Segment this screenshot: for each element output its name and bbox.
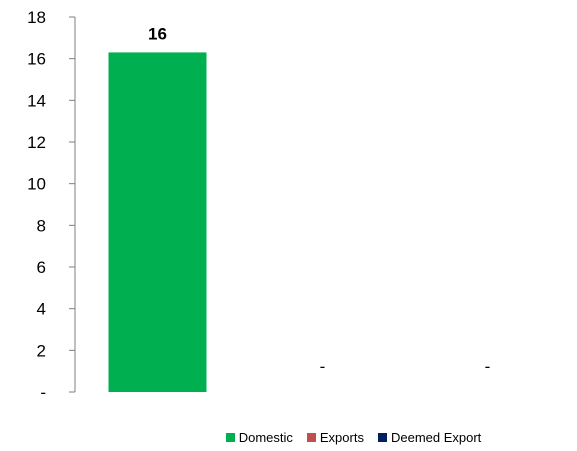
y-tick-label: 14 — [27, 91, 46, 110]
legend-label-deemed-export: Deemed Export — [390, 430, 482, 445]
y-tick-label: 8 — [37, 216, 46, 235]
y-axis: - 2 4 6 8 10 12 14 16 18 — [27, 8, 76, 402]
bar-domestic — [108, 52, 207, 393]
legend-item-domestic: Domestic — [225, 430, 293, 445]
y-tick-label: 4 — [37, 300, 46, 319]
y-tick-label: - — [40, 383, 46, 402]
legend-swatch-exports — [306, 433, 316, 442]
data-labels: 16 - - — [148, 24, 490, 376]
data-label-deemed-export: - — [485, 357, 491, 376]
y-tick-label: 10 — [27, 175, 46, 194]
legend: Domestic Exports Deemed Export — [65, 430, 577, 445]
legend-swatch-deemed-export — [377, 433, 387, 442]
bars — [108, 52, 207, 393]
data-label-domestic: 16 — [148, 24, 167, 43]
legend-swatch-domestic — [225, 433, 235, 442]
legend-item-exports: Exports — [306, 430, 364, 445]
legend-label-exports: Exports — [319, 430, 364, 445]
y-tick-label: 12 — [27, 133, 46, 152]
legend-item-deemed-export: Deemed Export — [377, 430, 482, 445]
y-tick-label: 2 — [37, 341, 46, 360]
y-tick-label: 6 — [37, 258, 46, 277]
y-tick-label: 18 — [27, 8, 46, 27]
legend-label-domestic: Domestic — [238, 430, 293, 445]
data-label-exports: - — [320, 357, 326, 376]
y-tick-label: 16 — [27, 50, 46, 69]
